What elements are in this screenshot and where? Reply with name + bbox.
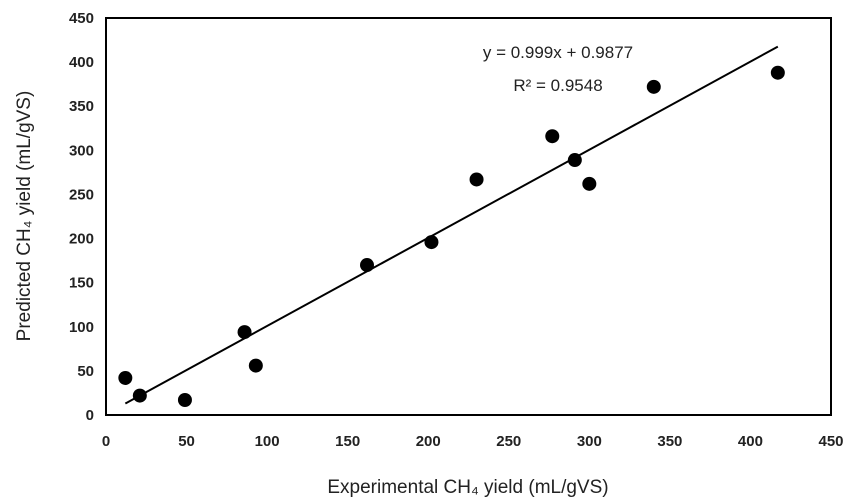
y-tick-label: 350 <box>69 98 94 115</box>
y-tick-labels: 0 50 100 150 200 250 300 350 400 450 <box>69 10 94 424</box>
data-point <box>118 370 133 385</box>
data-point <box>248 358 263 373</box>
y-tick-label: 50 <box>77 363 94 380</box>
x-tick-label: 250 <box>496 433 521 450</box>
trendline <box>124 45 779 405</box>
x-tick-label: 300 <box>577 433 602 450</box>
data-point <box>646 79 661 94</box>
data-point <box>582 176 597 191</box>
x-tick-label: 150 <box>335 433 360 450</box>
x-tick-label: 50 <box>178 433 195 450</box>
x-tick-label: 100 <box>255 433 280 450</box>
x-tick-label: 200 <box>416 433 441 450</box>
data-point <box>237 325 252 340</box>
y-axis-title: Predicted CH₄ yield (mL/gVS) <box>14 91 35 342</box>
y-tick-label: 0 <box>86 407 94 424</box>
data-point <box>545 129 560 144</box>
y-tick-label: 250 <box>69 186 94 203</box>
y-tick-label: 300 <box>69 142 94 159</box>
y-tick-label: 100 <box>69 319 94 336</box>
y-tick-label: 450 <box>69 10 94 27</box>
r-squared-label: R² = 0.9548 <box>513 76 602 95</box>
y-tick-label: 150 <box>69 275 94 292</box>
x-tick-label: 0 <box>102 433 110 450</box>
x-tick-label: 450 <box>818 433 843 450</box>
y-tick-label: 400 <box>69 54 94 71</box>
x-tick-label: 400 <box>738 433 763 450</box>
x-tick-labels: 0 50 100 150 200 250 300 350 400 450 <box>102 433 844 450</box>
y-tick-label: 200 <box>69 231 94 248</box>
data-point <box>567 153 582 168</box>
data-point <box>132 388 147 403</box>
data-point <box>424 235 439 250</box>
data-points <box>118 65 785 408</box>
x-tick-label: 350 <box>657 433 682 450</box>
x-axis-title: Experimental CH₄ yield (mL/gVS) <box>327 477 608 498</box>
data-point <box>469 172 484 187</box>
data-point <box>360 258 374 273</box>
trendline-equation: y = 0.999x + 0.9877 <box>483 43 633 62</box>
data-point <box>770 65 785 80</box>
data-point <box>177 393 192 408</box>
